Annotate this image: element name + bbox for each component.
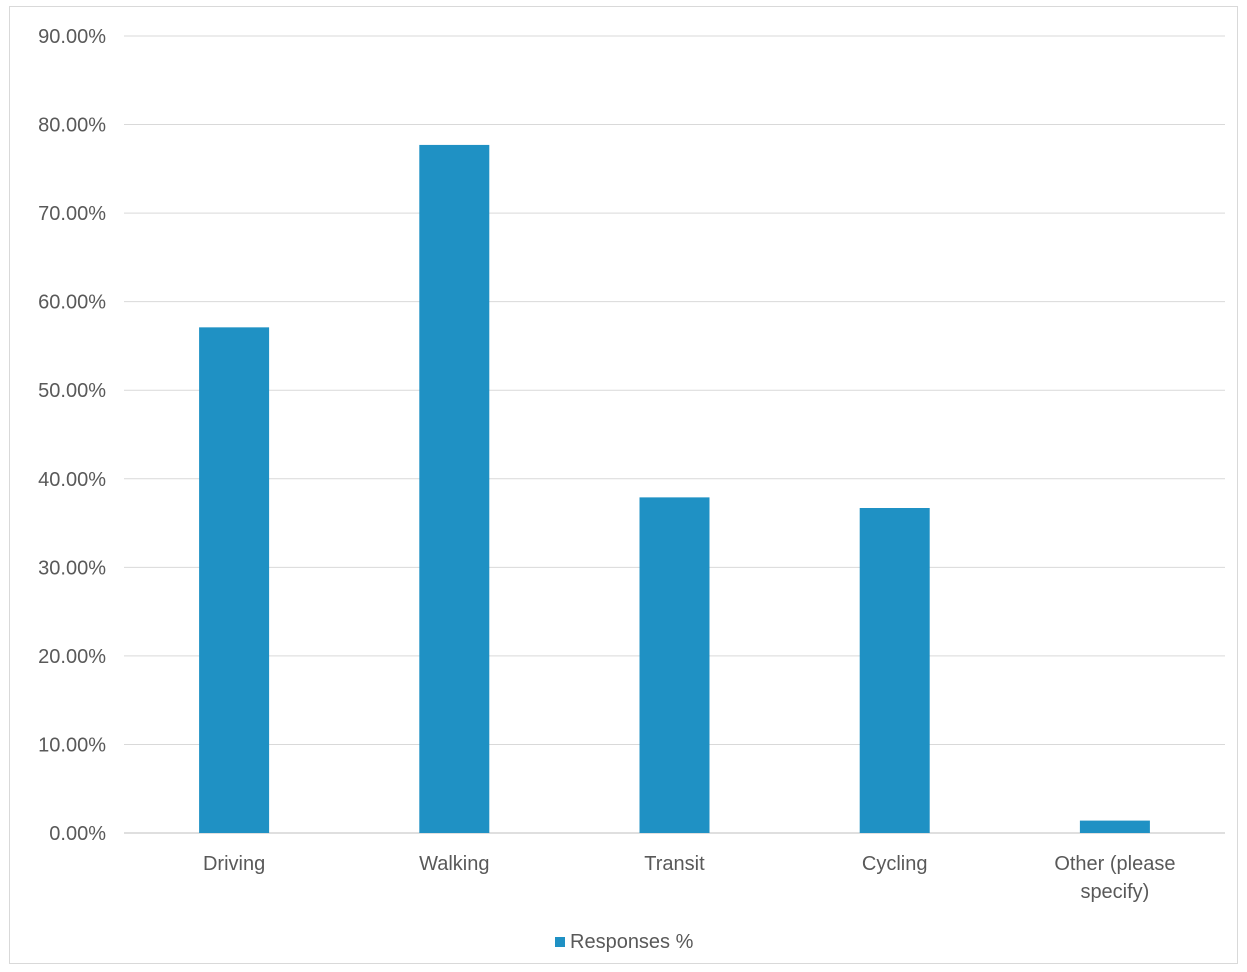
chart-frame: 0.00% 10.00% 20.00% 30.00% 40.00% 50.00% 60.00…: [9, 6, 1238, 964]
bar-other-please-specify: [1079, 820, 1150, 833]
x-axis-category-labels: Driving Walking Transit Cycling Other (pleas…: [203, 853, 1176, 903]
y-tick-label: 80.00%: [38, 115, 106, 137]
bars: [199, 144, 1150, 833]
x-category-label-line: Walking: [419, 853, 489, 875]
y-tick-label: 90.00%: [38, 26, 106, 48]
bar-chart: 0.00% 10.00% 20.00% 30.00% 40.00% 50.00% 60.00…: [38, 26, 1225, 953]
x-category-label: Walking: [419, 853, 489, 875]
y-tick-label: 60.00%: [38, 292, 106, 314]
y-tick-label: 30.00%: [38, 557, 106, 579]
y-axis-tick-labels: 0.00% 10.00% 20.00% 30.00% 40.00% 50.00% 60.00…: [38, 26, 106, 845]
legend: Responses %: [555, 931, 694, 953]
bar-transit: [639, 497, 710, 833]
y-tick-label: 0.00%: [49, 823, 106, 845]
x-category-label-line: Transit: [644, 853, 705, 875]
y-tick-label: 70.00%: [38, 203, 106, 225]
legend-label: Responses %: [570, 931, 694, 953]
x-category-label: Other (please specify): [1054, 853, 1175, 903]
bar-driving: [199, 327, 270, 833]
y-tick-label: 20.00%: [38, 646, 106, 668]
gridlines: [124, 35, 1225, 834]
x-category-label: Driving: [203, 853, 265, 875]
x-category-label: Cycling: [862, 853, 928, 875]
x-category-label-line: Driving: [203, 853, 265, 875]
y-tick-label: 10.00%: [38, 734, 106, 756]
y-tick-label: 50.00%: [38, 380, 106, 402]
y-tick-label: 40.00%: [38, 469, 106, 491]
x-category-label-line: specify): [1080, 881, 1149, 903]
bar-walking: [419, 144, 490, 833]
x-category-label-line: Cycling: [862, 853, 928, 875]
x-category-label: Transit: [644, 853, 705, 875]
bar-cycling: [859, 508, 930, 833]
x-category-label-line: Other (please: [1054, 853, 1175, 875]
legend-swatch: [555, 937, 565, 947]
